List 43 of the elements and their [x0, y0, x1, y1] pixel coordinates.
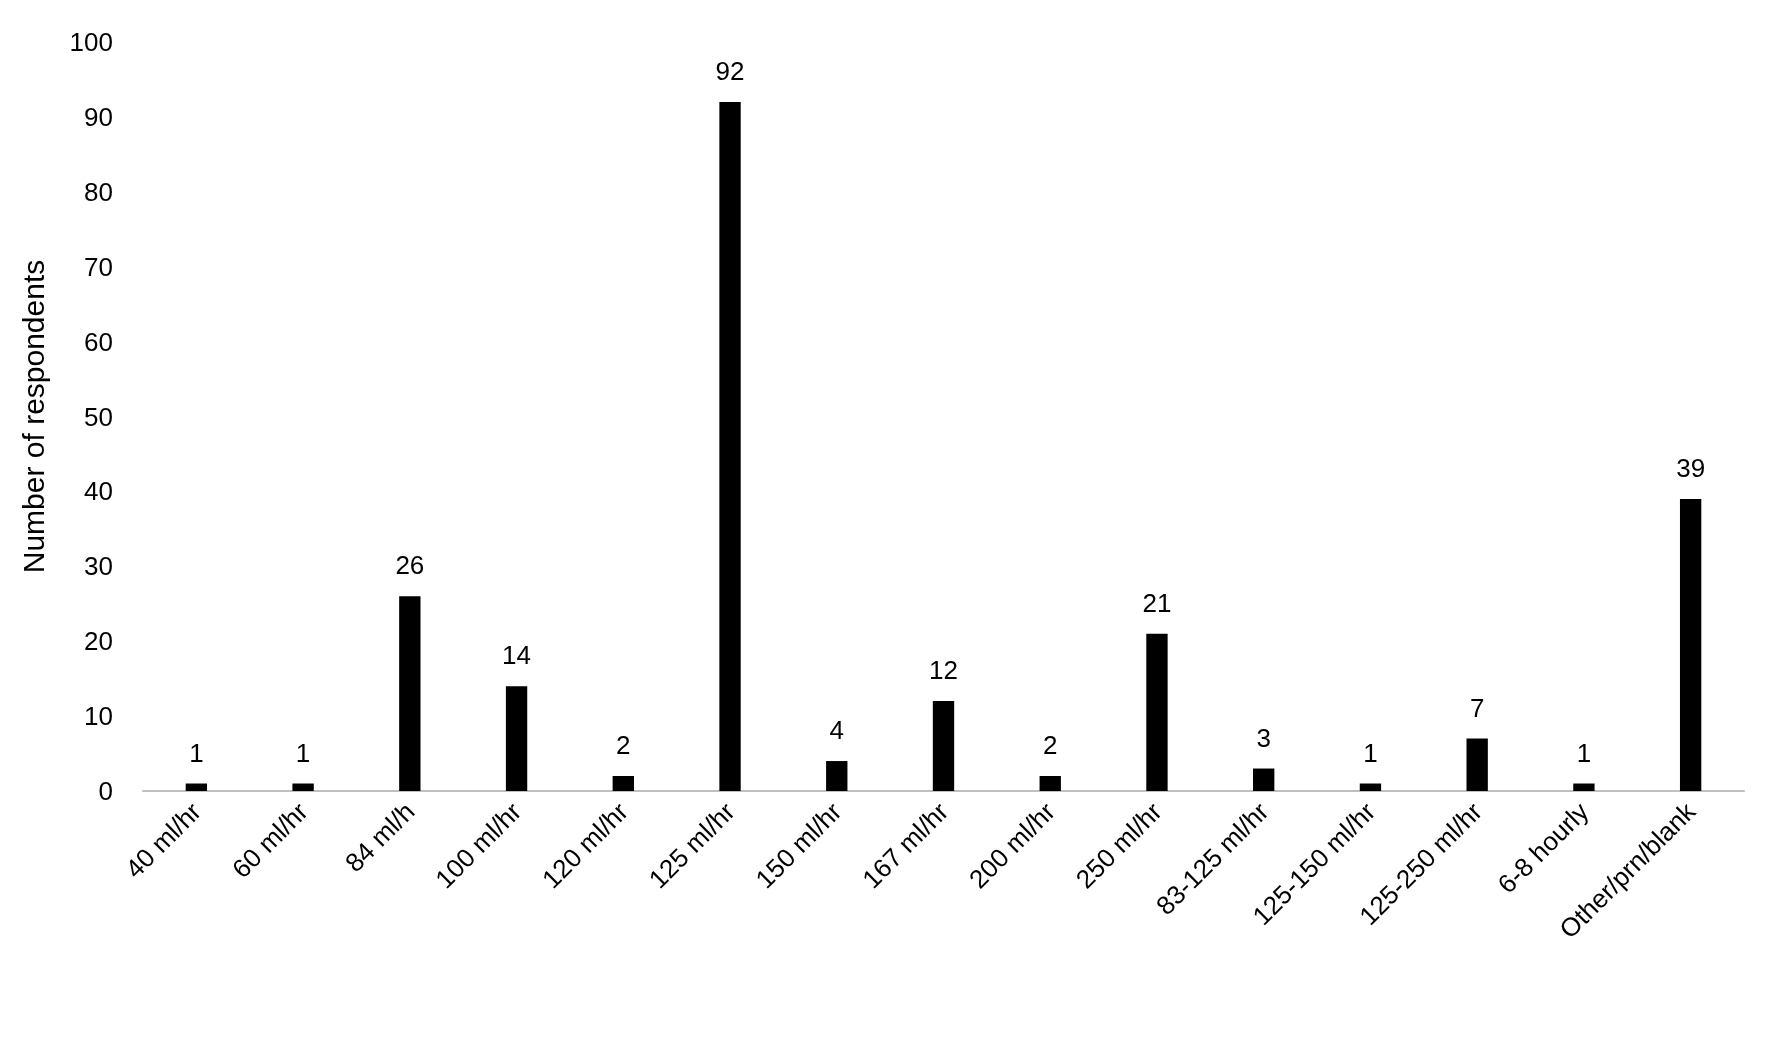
bar: [1679, 498, 1702, 791]
bar: [1573, 783, 1595, 791]
data-label: 7: [1469, 692, 1485, 723]
y-axis-title: Number of respondents: [16, 259, 50, 574]
bar: [1146, 633, 1168, 791]
bar: [1359, 783, 1382, 791]
bar: [505, 686, 528, 791]
data-label: 3: [1256, 722, 1271, 753]
bar: [292, 783, 314, 791]
y-tick-label: 20: [84, 626, 113, 657]
data-label: 1: [189, 737, 204, 768]
bar: [1039, 776, 1061, 791]
data-label: 14: [502, 640, 532, 671]
bar: [612, 776, 634, 791]
bar: [932, 701, 955, 791]
x-tick-label: 84 ml/h: [338, 796, 421, 878]
y-tick-label: 0: [98, 776, 113, 806]
bar: [185, 783, 208, 791]
y-tick-label: 90: [84, 101, 113, 132]
y-tick-label: 10: [84, 701, 113, 732]
data-label: 21: [1142, 587, 1172, 618]
y-tick-label: 100: [69, 27, 113, 57]
bar: [1466, 738, 1488, 791]
y-tick-label: 30: [84, 551, 113, 582]
data-label: 1: [1576, 737, 1592, 768]
data-label: 92: [715, 55, 745, 86]
data-label: 1: [1363, 737, 1378, 768]
data-label: 26: [395, 550, 425, 581]
data-label: 2: [1043, 730, 1058, 761]
data-label: 39: [1676, 452, 1706, 483]
data-label: 12: [929, 655, 958, 686]
bar: [826, 761, 848, 791]
data-label: 4: [829, 715, 844, 746]
y-tick-label: 80: [84, 176, 113, 207]
y-tick-label: 70: [84, 251, 113, 282]
data-label: 1: [295, 737, 311, 768]
y-tick-label: 50: [84, 401, 113, 432]
y-tick-label: 60: [84, 326, 113, 357]
data-label: 2: [616, 730, 631, 761]
bar: [1253, 768, 1275, 791]
bar: [719, 101, 741, 791]
y-tick-label: 40: [84, 476, 113, 507]
bar: [399, 596, 421, 791]
